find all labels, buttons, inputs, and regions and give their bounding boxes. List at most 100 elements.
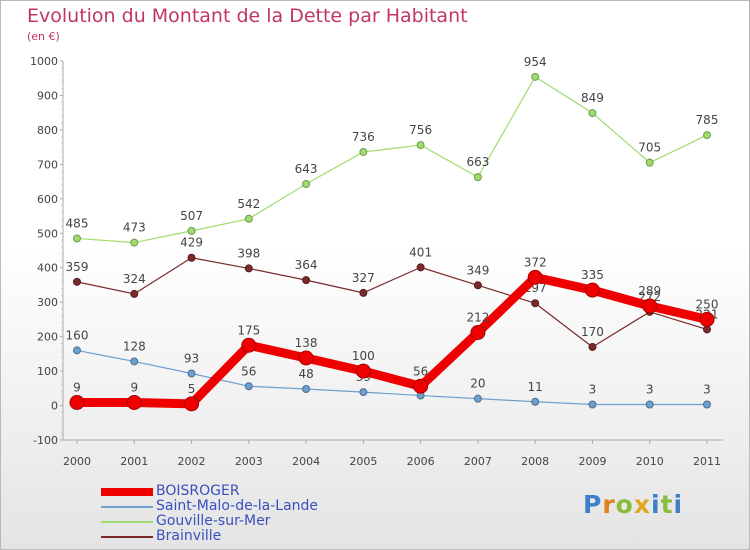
data-point: [416, 141, 425, 150]
data-label: 429: [180, 236, 203, 250]
y-tick-label: 500: [37, 227, 58, 240]
data-label: 3: [646, 383, 654, 397]
x-tick-label: 2010: [636, 455, 664, 468]
data-point: [302, 276, 311, 285]
logo-letter: o: [615, 490, 634, 519]
data-point: [126, 394, 142, 410]
data-point: [699, 311, 715, 327]
data-label: 160: [66, 328, 89, 342]
logo-letter: i: [673, 490, 684, 519]
data-label: 56: [241, 364, 256, 378]
logo-letter: i: [651, 490, 661, 519]
data-point: [73, 234, 81, 243]
data-point: [531, 397, 540, 406]
series-line-brainville: [76, 257, 708, 348]
data-label: 335: [581, 268, 604, 282]
data-label: 756: [409, 123, 432, 137]
legend-swatch: [101, 520, 153, 523]
legend-label: Brainville: [156, 528, 222, 544]
series-line-gouville-sur-mer: [76, 76, 708, 244]
x-tick-label: 2001: [120, 455, 148, 468]
data-point: [588, 342, 597, 351]
data-point: [187, 369, 196, 378]
data-point: [355, 363, 371, 379]
data-point: [359, 288, 368, 297]
legend-swatch: [101, 535, 153, 538]
data-point: [527, 269, 543, 285]
series-line-saint-malo-de-la-lande: [76, 349, 708, 406]
data-point: [588, 109, 597, 118]
data-point: [588, 400, 597, 409]
data-point: [584, 282, 600, 298]
data-point: [298, 350, 314, 366]
data-point: [531, 72, 540, 81]
data-label: 663: [466, 155, 489, 169]
data-point: [416, 263, 425, 272]
data-label: 3: [703, 383, 711, 397]
data-point: [302, 180, 311, 189]
data-label: 48: [298, 367, 313, 381]
data-point: [473, 173, 482, 182]
legend-label: Saint-Malo-de-la-Lande: [156, 498, 319, 514]
data-point: [359, 147, 368, 156]
data-label: 289: [638, 284, 661, 298]
data-label: 372: [524, 255, 547, 269]
y-tick-label: 900: [37, 89, 58, 102]
x-tick-label: 2009: [578, 455, 606, 468]
data-point: [642, 298, 658, 314]
data-point: [470, 325, 486, 341]
data-label: 542: [237, 197, 260, 211]
data-label: 9: [73, 380, 81, 394]
data-label: 485: [66, 216, 89, 230]
data-label: 100: [352, 349, 375, 363]
data-point: [130, 289, 139, 298]
data-point: [473, 281, 482, 290]
data-point: [645, 400, 654, 409]
data-label: 128: [123, 339, 146, 353]
data-point: [531, 299, 540, 308]
x-tick-label: 2003: [235, 455, 263, 468]
data-label: 5: [188, 382, 196, 396]
x-tick-label: 2007: [464, 455, 492, 468]
data-label: 3: [589, 383, 597, 397]
logo-letter: P: [583, 490, 603, 519]
data-label: 849: [581, 91, 604, 105]
x-tick-label: 2004: [292, 455, 320, 468]
data-point: [187, 226, 196, 235]
x-tick-label: 2008: [521, 455, 549, 468]
data-label: 170: [581, 325, 604, 339]
data-label: 401: [409, 245, 432, 259]
logo-letter: x: [633, 490, 651, 519]
data-label: 364: [295, 258, 318, 272]
data-label: 212: [466, 311, 489, 325]
proxiti-logo: Proxiti: [583, 490, 683, 519]
data-point: [302, 385, 311, 394]
legend-label: Gouville-sur-Mer: [156, 513, 271, 529]
data-label: 11: [528, 380, 543, 394]
data-label: 324: [123, 272, 146, 286]
data-label: 359: [66, 260, 89, 274]
data-label: 736: [352, 130, 375, 144]
y-tick-label: 300: [37, 296, 58, 309]
data-label: 398: [237, 246, 260, 260]
data-point: [69, 394, 85, 410]
chart-subtitle: (en €): [27, 30, 60, 43]
data-label: 705: [638, 141, 661, 155]
data-label: 56: [413, 364, 428, 378]
data-label: 507: [180, 209, 203, 223]
x-tick-label: 2011: [693, 455, 721, 468]
series-saint-malo-de-la-lande: 160128935648392011333: [66, 328, 711, 409]
series-gouville-sur-mer: 485 473 507 542 643 736 756 663 954 849 705 785: [66, 55, 718, 247]
data-point: [244, 264, 253, 273]
data-point: [244, 214, 253, 223]
data-label: 93: [184, 352, 199, 366]
data-point: [244, 382, 253, 391]
legend-item: Brainville: [101, 529, 318, 544]
data-point: [73, 346, 81, 355]
y-tick-label: -100: [33, 434, 58, 447]
data-label: 473: [123, 221, 146, 235]
series-brainville: 359324429398364327401349297170272221: [66, 236, 718, 351]
data-point: [130, 238, 139, 247]
y-tick-label: 1000: [30, 55, 58, 68]
